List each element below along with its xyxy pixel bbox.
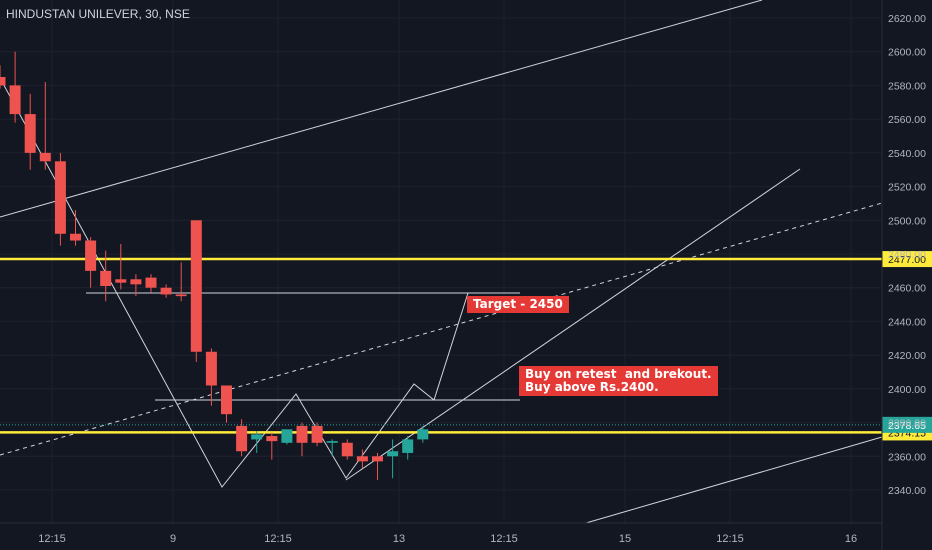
price-tick-label: 2540.00 [888,148,926,160]
time-tick-label: 12:15 [38,533,66,545]
candle-body [311,425,323,443]
target-annotation[interactable]: Target - 2450 [467,296,569,313]
candle-body [130,279,142,285]
price-tick-label: 2360.00 [888,451,926,463]
candle-body [417,429,429,440]
time-tick-label: 12:15 [716,533,744,545]
candle-body [205,351,217,386]
candle-body [281,429,293,443]
candle-body [402,439,414,453]
candle-body [387,451,399,457]
time-axis[interactable]: 12:15 9 12:15 13 12:15 15 12:15 16 [0,522,882,545]
candle-body [236,425,248,452]
price-tick-label: 2440.00 [888,316,926,328]
candle-body [190,220,202,352]
price-tick-label: 2560.00 [888,114,926,126]
grid [0,0,882,523]
price-path-projection[interactable] [0,77,469,488]
candle-body [372,456,383,462]
time-tick-label: 16 [845,533,857,545]
chart-title: HINDUSTAN UNILEVER, 30, NSE [6,7,190,21]
time-tick-label: 9 [170,533,176,545]
price-tick-label: 2480.00 [888,249,926,261]
candle-body [341,442,353,457]
rising-trendline[interactable] [345,168,801,481]
dashed-trendline[interactable] [0,202,883,456]
candle-body [175,294,187,297]
time-tick-label: 12:15 [264,533,292,545]
price-tick-label: 2520.00 [888,182,926,194]
candle-body [251,434,263,440]
candle-body [100,270,112,287]
price-tick-label: 2600.00 [888,47,926,59]
price-axis[interactable]: 2340.00 2360.00 2380.00 2400.00 2420.00 2440.… [881,0,926,550]
candle-body [221,385,232,415]
candle-body [0,77,6,86]
candle-body [54,161,66,234]
current-price-label: 2378.65 [888,420,926,432]
candle-body [9,85,21,115]
candles [0,51,429,480]
candle-body [266,436,278,442]
candle-body [85,240,97,271]
candle-body [296,425,308,443]
candle-body [24,114,36,153]
trendline-drawings[interactable] [0,0,883,524]
candle-body [326,441,338,443]
time-tick-label: 15 [619,533,631,545]
price-tick-label: 2460.00 [888,283,926,295]
price-tick-label: 2580.00 [888,80,926,92]
candle-body [70,233,81,241]
current-price-tag [882,416,932,433]
candle-body [356,456,368,462]
candle-body [160,287,172,295]
buy-annotation[interactable]: Buy on retest and brekout. Buy above Rs.… [519,366,718,396]
upper-channel-line[interactable] [0,0,763,218]
price-tick-label: 2420.00 [888,350,926,362]
price-tick-label: 2380.00 [888,418,926,430]
price-tick-label: 2620.00 [888,13,926,25]
time-tick-label: 12:15 [490,533,518,545]
lower-channel-line[interactable] [585,436,883,524]
candle-body [39,152,51,162]
price-tick-label: 2340.00 [888,485,926,497]
price-tick-label: 2500.00 [888,215,926,227]
time-tick-label: 13 [393,533,405,545]
price-tick-label: 2400.00 [888,384,926,396]
candle-body [145,277,157,288]
level-price-label: 2477.00 [888,254,926,266]
level-price-tag[interactable] [882,251,932,268]
candle-body [115,279,127,283]
